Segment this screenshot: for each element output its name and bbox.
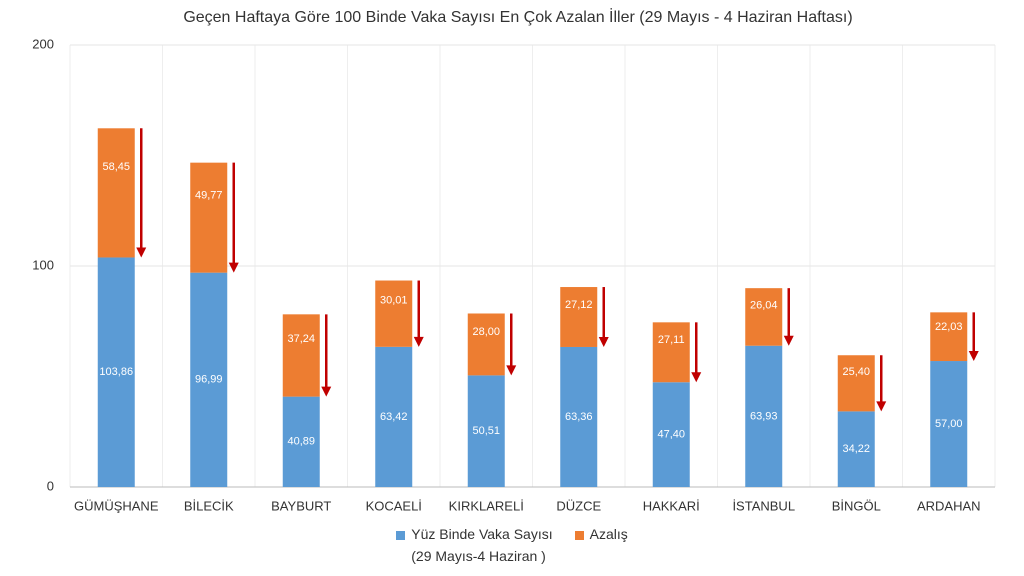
- y-tick-label: 100: [32, 257, 54, 272]
- x-tick-label: BİNGÖL: [832, 498, 881, 513]
- value-label: 37,24: [287, 333, 315, 345]
- x-tick-label: BİLECİK: [184, 498, 234, 513]
- y-tick-label: 200: [32, 36, 54, 51]
- x-tick-label: DÜZCE: [556, 498, 601, 513]
- bar-segment: [97, 257, 135, 487]
- bar-segment: [652, 382, 690, 487]
- arrow-head: [876, 401, 887, 412]
- y-tick-label: 0: [47, 478, 54, 493]
- x-tick-label: İSTANBUL: [732, 498, 795, 513]
- arrow-head: [321, 386, 332, 397]
- bar-segment: [837, 355, 875, 412]
- decrease-arrow: [691, 322, 702, 383]
- arrow-head: [598, 336, 609, 347]
- bar-segment: [745, 288, 783, 346]
- value-label: 47,40: [657, 429, 685, 441]
- arrow-head: [228, 262, 239, 273]
- bar-segment: [652, 322, 690, 383]
- bar-segment: [560, 346, 598, 487]
- bar-segment: [837, 411, 875, 487]
- decrease-arrow: [136, 128, 147, 258]
- arrow-head: [506, 365, 517, 376]
- decrease-arrow: [228, 162, 239, 273]
- x-tick-label: BAYBURT: [271, 498, 331, 513]
- value-label: 63,93: [750, 410, 778, 422]
- value-label: 30,01: [380, 294, 408, 306]
- bar-segment: [930, 361, 968, 487]
- arrow-head: [136, 247, 147, 258]
- legend-swatch: [396, 531, 406, 540]
- legend-item: Yüz Binde Vaka Sayısı (29 Mayıs-4 Hazira…: [396, 526, 553, 567]
- legend: Yüz Binde Vaka Sayısı (29 Mayıs-4 Hazira…: [0, 526, 1024, 567]
- value-label: 28,00: [472, 326, 500, 338]
- value-label: 25,40: [842, 366, 870, 378]
- decrease-arrow: [968, 312, 979, 362]
- bar-segment: [282, 396, 320, 487]
- legend-item: Azalış: [574, 526, 628, 567]
- x-tick-label: KIRKLARELİ: [449, 498, 524, 513]
- bar-segment: [282, 314, 320, 397]
- value-label: 57,00: [935, 418, 963, 430]
- bar-segment: [930, 312, 968, 362]
- decrease-arrow: [783, 288, 794, 346]
- value-label: 40,89: [287, 436, 315, 448]
- bar-segment: [375, 280, 413, 347]
- value-label: 26,04: [750, 299, 778, 311]
- bar-segment: [560, 287, 598, 347]
- x-tick-label: ARDAHAN: [917, 498, 981, 513]
- value-label: 27,12: [565, 299, 593, 311]
- value-label: 34,22: [842, 443, 870, 455]
- decrease-arrow: [876, 355, 887, 412]
- bar-segment: [190, 162, 228, 273]
- chart-title: Geçen Haftaya Göre 100 Binde Vaka Sayısı…: [183, 7, 852, 26]
- arrow-head: [691, 372, 702, 383]
- legend-label: Yüz Binde Vaka Sayısı (29 Mayıs-4 Hazira…: [411, 526, 553, 564]
- legend-swatch: [574, 531, 584, 540]
- bar-segment: [375, 346, 413, 487]
- value-label: 63,42: [380, 411, 408, 423]
- decrease-arrow: [321, 314, 332, 397]
- value-label: 27,11: [658, 334, 685, 346]
- decrease-arrow: [598, 287, 609, 347]
- decrease-arrow: [506, 313, 517, 376]
- arrow-head: [783, 335, 794, 346]
- arrow-head: [968, 351, 979, 362]
- value-label: 58,45: [102, 161, 130, 173]
- value-label: 96,99: [195, 374, 223, 386]
- bar-segment: [745, 345, 783, 487]
- arrow-head: [413, 336, 424, 347]
- bar-segment: [467, 375, 505, 487]
- bar-segment: [467, 313, 505, 376]
- x-tick-label: GÜMÜŞHANE: [74, 498, 159, 513]
- decrease-arrow: [413, 280, 424, 347]
- legend-label: Azalış: [589, 526, 628, 542]
- value-label: 103,86: [99, 366, 133, 378]
- x-tick-label: HAKKARİ: [643, 498, 700, 513]
- x-tick-label: KOCAELİ: [366, 498, 422, 513]
- bar-segment: [97, 128, 135, 258]
- value-label: 22,03: [935, 321, 963, 333]
- value-label: 50,51: [472, 425, 500, 437]
- value-label: 49,77: [195, 190, 223, 202]
- bar-segment: [190, 272, 228, 487]
- value-label: 63,36: [565, 411, 593, 423]
